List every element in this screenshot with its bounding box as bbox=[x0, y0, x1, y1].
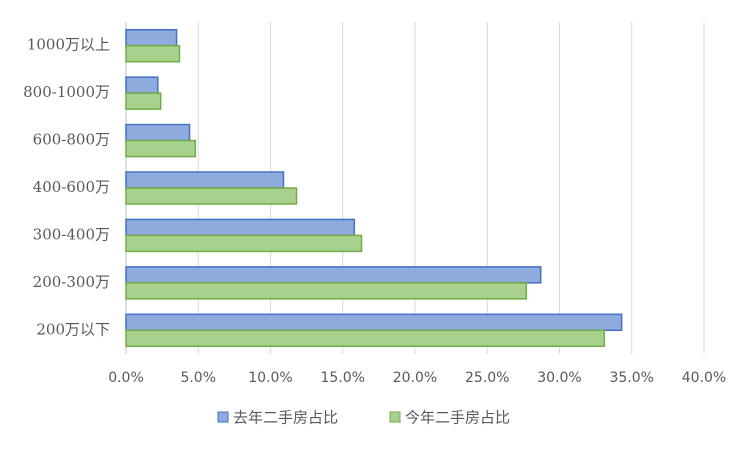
bar bbox=[125, 44, 181, 63]
x-tick-label: 5.0% bbox=[180, 370, 216, 386]
x-tick-label: 25.0% bbox=[465, 370, 509, 386]
bar bbox=[125, 218, 356, 237]
bar bbox=[125, 139, 197, 158]
bar bbox=[125, 76, 159, 94]
legend-label: 去年二手房占比 bbox=[233, 409, 338, 427]
x-tick-label: 0.0% bbox=[108, 370, 144, 386]
legend-label: 今年二手房占比 bbox=[405, 409, 510, 427]
x-tick-label: 10.0% bbox=[248, 370, 292, 386]
y-tick-label: 600-800万 bbox=[33, 131, 110, 149]
x-tick-label: 30.0% bbox=[537, 370, 581, 386]
x-tick-label: 35.0% bbox=[610, 370, 654, 386]
x-tick-label: 15.0% bbox=[321, 370, 365, 386]
bar bbox=[125, 329, 606, 348]
legend-swatch bbox=[389, 411, 401, 423]
bar bbox=[125, 282, 528, 300]
x-tick-label: 20.0% bbox=[393, 370, 437, 386]
bar bbox=[125, 313, 623, 332]
y-tick-label: 200-300万 bbox=[33, 273, 110, 291]
bar bbox=[125, 187, 298, 205]
y-tick-label: 200万以下 bbox=[36, 320, 110, 338]
x-tick-label: 40.0% bbox=[682, 370, 726, 386]
bar bbox=[125, 171, 285, 189]
bar bbox=[125, 266, 542, 284]
bar bbox=[125, 123, 191, 142]
y-tick-label: 1000万以上 bbox=[27, 36, 110, 54]
legend-swatch bbox=[217, 411, 229, 423]
y-tick-label: 400-600万 bbox=[33, 178, 110, 196]
y-tick-label: 300-400万 bbox=[33, 225, 110, 243]
bar bbox=[125, 92, 162, 110]
bar bbox=[125, 234, 363, 253]
y-tick-label: 800-1000万 bbox=[23, 83, 110, 101]
bar bbox=[125, 28, 178, 47]
